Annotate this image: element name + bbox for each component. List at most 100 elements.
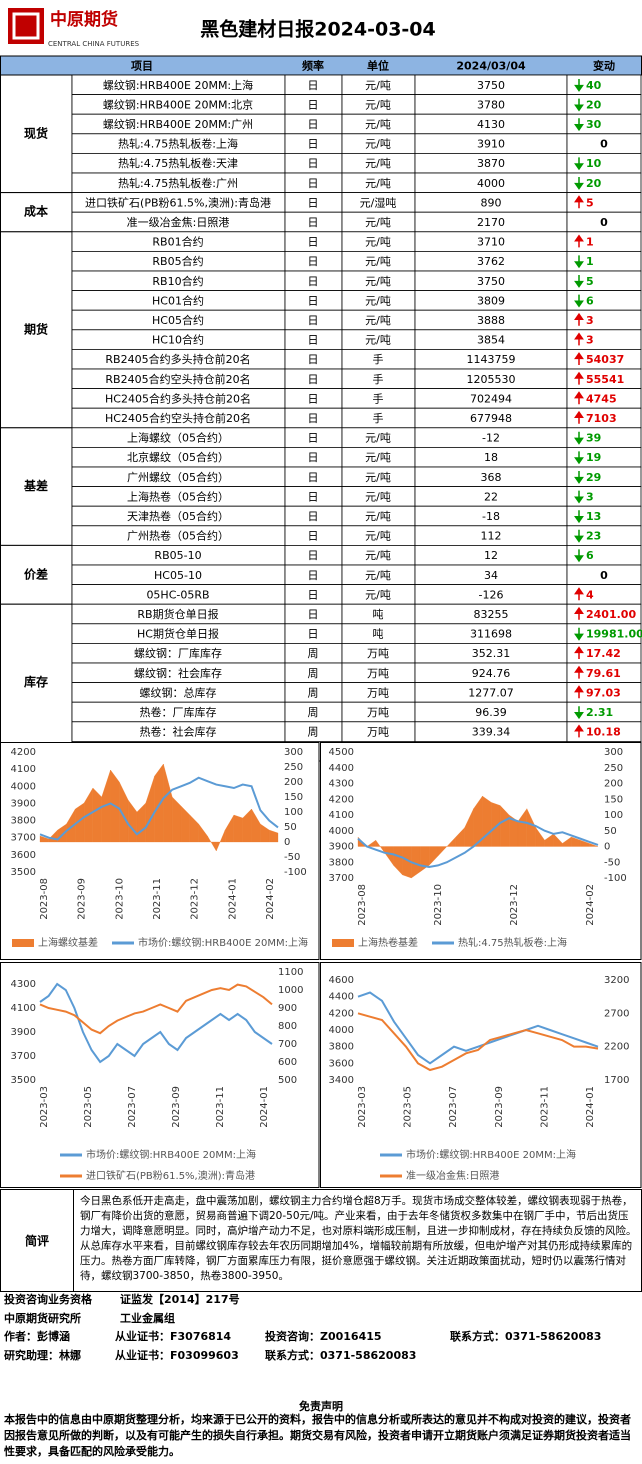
y2-tick-label: 2200 (604, 1042, 629, 1053)
change: 20 (586, 177, 602, 190)
unit: 元/湿吨 (360, 196, 397, 209)
frequency: 日 (308, 275, 319, 288)
table-cell (566, 94, 642, 115)
unit: 元/吨 (365, 177, 391, 190)
change-arrow (574, 724, 584, 738)
frequency: 日 (308, 530, 319, 543)
frequency: 日 (308, 196, 319, 209)
unit: 手 (373, 391, 384, 405)
change-arrow (574, 98, 584, 112)
y2-tick-label: 100 (284, 807, 303, 818)
value: 2170 (477, 216, 505, 229)
y2-tick-label: 1100 (278, 967, 303, 978)
frequency: 日 (308, 255, 319, 268)
change-arrow (574, 234, 584, 248)
basis-area (482, 795, 492, 847)
legend-label: 准一级冶金焦:日照港 (406, 1169, 499, 1182)
unit: 元/吨 (365, 98, 391, 111)
y-tick-label: 4000 (329, 826, 354, 837)
change-arrow (574, 294, 584, 308)
price-line (39, 983, 273, 1035)
frequency: 日 (308, 334, 319, 347)
item: 广州螺纹（05合约） (127, 470, 229, 484)
item: 螺纹钢:HRB400E 20MM:北京 (103, 97, 253, 111)
footer-text: 联系方式：0371-58620083 (265, 1348, 417, 1362)
y2-tick-label: 500 (278, 1075, 297, 1086)
frequency: 周 (308, 686, 319, 699)
item: 进口铁矿石(PB粉61.5%,澳洲):青岛港 (85, 195, 271, 209)
y2-tick-label: 250 (604, 763, 623, 774)
unit: 元/吨 (365, 432, 391, 445)
legend-label: 上海螺纹基差 (38, 936, 98, 949)
y-tick-label: 4400 (329, 763, 354, 774)
x-tick-label: 2023-11 (152, 878, 163, 920)
group-cell (0, 427, 73, 546)
comment-label: 简评 (1, 1190, 74, 1291)
table-cell (566, 427, 642, 448)
change: 23 (586, 530, 601, 543)
comment-box: 简评 今日黑色系低开走高走，盘中震荡加剧，螺纹钢主力合约增仓超8万手。现货市场成… (0, 1189, 642, 1292)
legend-swatch (332, 939, 354, 947)
report-title: 黑色建材日报2024-03-04 (200, 18, 436, 41)
item: 螺纹钢:HRB400E 20MM:上海 (103, 78, 253, 92)
table-cell (566, 486, 642, 507)
item: HC10合约 (152, 333, 204, 347)
y2-tick-label: 0 (284, 837, 290, 848)
table-cell (566, 192, 642, 213)
change: 4745 (586, 392, 617, 405)
value: 4130 (477, 118, 505, 131)
y2-tick-label: 900 (278, 1003, 297, 1014)
y-tick-label: 3600 (329, 1058, 354, 1069)
footer-text: 投资咨询业务资格 (4, 1293, 92, 1306)
y2-tick-label: 0 (604, 842, 610, 853)
change-arrow (574, 685, 584, 699)
item: 广州热卷（05合约） (127, 529, 229, 543)
logo-mark (12, 12, 40, 40)
frequency: 日 (308, 216, 319, 229)
change-arrow (574, 275, 584, 288)
x-tick-label: 2023-09 (171, 1086, 182, 1128)
item: 螺纹钢：社会库存 (134, 666, 222, 680)
y2-tick-label: -50 (604, 857, 620, 868)
table-header: 变动 (593, 59, 615, 73)
value: 3870 (477, 157, 505, 170)
y2-tick-label: 250 (284, 762, 303, 773)
value: 18 (484, 451, 498, 464)
change-arrow (574, 410, 584, 424)
y2-tick-label: 100 (604, 810, 623, 821)
footer-text: 证监发【2014】217号 (120, 1293, 240, 1306)
value: 3762 (477, 255, 505, 268)
y-tick-label: 4500 (329, 747, 354, 758)
y2-tick-label: 700 (278, 1039, 297, 1050)
frequency: 日 (308, 549, 319, 562)
table-header: 2024/03/04 (456, 60, 526, 73)
value: 677948 (470, 412, 512, 425)
change: 3 (586, 334, 594, 347)
change-arrow (574, 490, 584, 504)
change: 17.42 (586, 647, 621, 660)
basis-area (92, 787, 102, 843)
y2-tick-label: 150 (604, 794, 623, 805)
unit: 元/吨 (365, 471, 391, 484)
change-arrow (574, 371, 584, 385)
unit: 手 (373, 411, 384, 425)
change-arrow (574, 549, 584, 563)
unit: 手 (373, 372, 384, 386)
value: 34 (484, 569, 498, 582)
change: 2.31 (586, 706, 613, 719)
frequency: 周 (308, 726, 319, 739)
frequency: 日 (308, 314, 319, 327)
value: -12 (482, 432, 500, 445)
price-line (357, 817, 599, 868)
change: 39 (586, 432, 601, 445)
change-arrow (574, 451, 584, 465)
legend-label: 市场价:螺纹钢:HRB400E 20MM:上海 (86, 1148, 256, 1161)
y2-tick-label: 3200 (604, 975, 629, 986)
x-tick-label: 2023-11 (539, 1086, 550, 1128)
table-cell (566, 584, 642, 605)
x-tick-label: 2024-01 (259, 1086, 270, 1128)
frequency: 日 (308, 392, 319, 405)
x-tick-label: 2023-12 (190, 878, 201, 920)
change: 55541 (586, 373, 624, 386)
value: 3888 (477, 314, 505, 327)
